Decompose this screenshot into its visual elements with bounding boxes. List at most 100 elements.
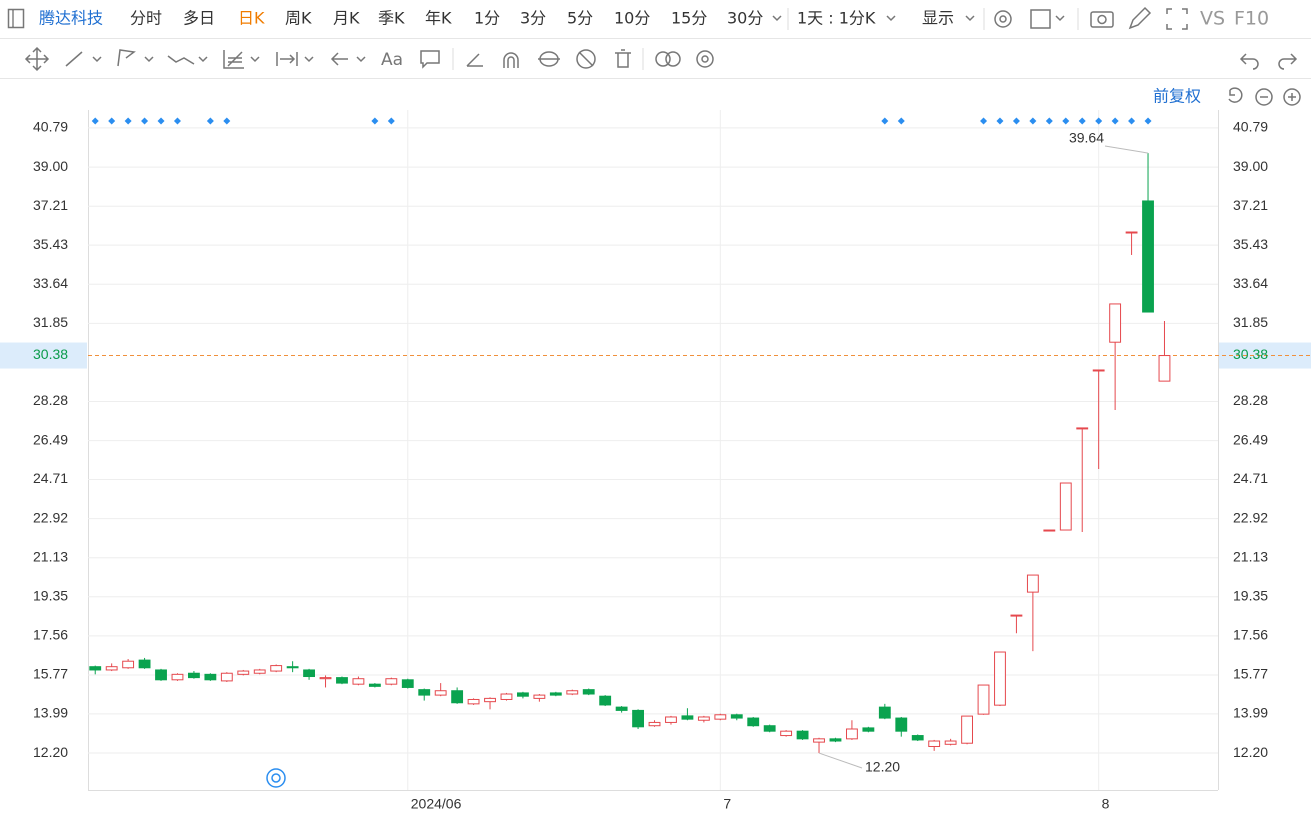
period-tab[interactable]: 周K: [285, 9, 312, 28]
magnet-tool[interactable]: [503, 52, 519, 68]
candle-body: [648, 721, 661, 727]
min-leader: [818, 752, 863, 769]
fullscreen-icon[interactable]: [1166, 8, 1188, 30]
delete-tool[interactable]: [615, 49, 631, 68]
chart-settings[interactable]: [696, 50, 714, 68]
camera-icon: [1097, 14, 1107, 25]
period-tab[interactable]: 分时: [130, 9, 162, 28]
y-tick-label: 15.77: [33, 666, 68, 682]
y-tick-label-right: 35.43: [1233, 236, 1268, 252]
settings-icon[interactable]: [994, 10, 1012, 28]
candle-body: [105, 666, 118, 671]
candle-body: [763, 725, 776, 732]
candle-body: [418, 689, 431, 696]
event-marker: [1095, 117, 1103, 125]
compare-tool[interactable]: [655, 51, 671, 67]
fib-tool[interactable]: [223, 50, 244, 69]
adjust-mode[interactable]: 前复权: [1153, 87, 1201, 106]
redo[interactable]: [1278, 53, 1298, 70]
y-tick-label-right: 26.49: [1233, 431, 1268, 447]
price-highlight: [0, 342, 87, 369]
zoom-in[interactable]: [1283, 88, 1301, 106]
candle-body: [862, 727, 875, 732]
dropdown-arrow: [144, 56, 154, 63]
period-tab[interactable]: 15分: [671, 9, 707, 28]
period-tab[interactable]: 日K: [238, 9, 265, 28]
y-tick-label-right: 15.77: [1233, 666, 1268, 682]
candle-body: [401, 679, 414, 688]
candle-body: [829, 738, 842, 742]
shape-tool[interactable]: [117, 49, 136, 67]
period-tab[interactable]: 月K: [333, 9, 360, 28]
event-marker: [1029, 117, 1037, 125]
candle-body: [697, 716, 710, 721]
event-marker: [108, 117, 116, 125]
candle-body: [895, 717, 908, 732]
stock-name[interactable]: 腾达科技: [39, 9, 103, 28]
candle-body: [665, 716, 677, 723]
candle-body: [1109, 303, 1122, 343]
dropdown-arrow: [92, 56, 102, 63]
vs-button[interactable]: VS: [1200, 8, 1225, 30]
y-tick-label-right: 17.56: [1233, 627, 1268, 643]
dropdown-arrow: [772, 15, 782, 22]
candle-body: [1092, 369, 1105, 372]
event-marker: [387, 117, 395, 125]
arrow-tool[interactable]: [330, 52, 348, 66]
y-tick-label: 31.85: [33, 314, 68, 330]
candle-body: [385, 678, 398, 685]
move-tool[interactable]: [24, 46, 50, 72]
f10-button[interactable]: F10: [1234, 8, 1269, 30]
line-tool[interactable]: [65, 51, 83, 67]
camera-icon[interactable]: [1090, 11, 1114, 28]
event-marker: [141, 117, 149, 125]
comment-tool[interactable]: [420, 50, 440, 69]
settings-icon: [999, 15, 1007, 23]
zoom-out[interactable]: [1255, 88, 1273, 106]
layout-icon[interactable]: [1030, 9, 1051, 29]
plot: 12.20 12.20 13.99 13.99 15.77 15.77 17.56 17.56…: [0, 110, 1311, 812]
candle-body: [1043, 529, 1056, 532]
period-tab[interactable]: 季K: [378, 9, 405, 28]
period-tab[interactable]: 1分: [474, 9, 500, 28]
candle-body: [467, 698, 480, 705]
dropdown-arrow: [886, 15, 896, 22]
y-tick-label-right: 37.21: [1233, 197, 1268, 213]
angle-tool[interactable]: [466, 53, 483, 67]
measure-tool[interactable]: [276, 52, 298, 66]
candle-body: [484, 697, 496, 703]
event-marker: [124, 117, 132, 125]
undo[interactable]: [1239, 53, 1259, 70]
range-select[interactable]: 1天 : 1分K: [797, 9, 876, 28]
candle-body: [549, 692, 562, 696]
pencil-icon[interactable]: [1128, 6, 1152, 30]
candle-body: [1059, 482, 1072, 531]
display-menu[interactable]: 显示: [922, 9, 954, 28]
wave-tool[interactable]: [167, 55, 195, 65]
period-tab[interactable]: 30分: [727, 9, 763, 28]
candle-body: [813, 738, 825, 743]
period-tab[interactable]: 多日: [183, 9, 215, 28]
last-price-label-right: 30.38: [1233, 346, 1268, 362]
candle-body: [1158, 355, 1171, 382]
reset-icon[interactable]: [1228, 87, 1243, 103]
news-icon[interactable]: [266, 768, 286, 788]
sidebar-toggle[interactable]: [7, 8, 25, 29]
candle-body: [944, 740, 957, 745]
period-tab[interactable]: 5分: [567, 9, 593, 28]
period-tab[interactable]: 年K: [425, 9, 452, 28]
period-tab[interactable]: 3分: [520, 9, 546, 28]
hide-tool[interactable]: [576, 49, 596, 69]
y-tick-label: 33.64: [33, 275, 68, 291]
period-tab[interactable]: 10分: [614, 9, 650, 28]
event-marker: [881, 117, 889, 125]
event-marker: [897, 117, 905, 125]
sync-tool[interactable]: [538, 51, 560, 67]
dropdown-arrow: [1055, 15, 1065, 22]
y-tick-label-right: 22.92: [1233, 509, 1268, 525]
candle-body: [89, 666, 102, 671]
candle-body: [253, 669, 266, 674]
text-tool[interactable]: Aa: [381, 50, 403, 70]
hide-tool: [578, 51, 594, 67]
